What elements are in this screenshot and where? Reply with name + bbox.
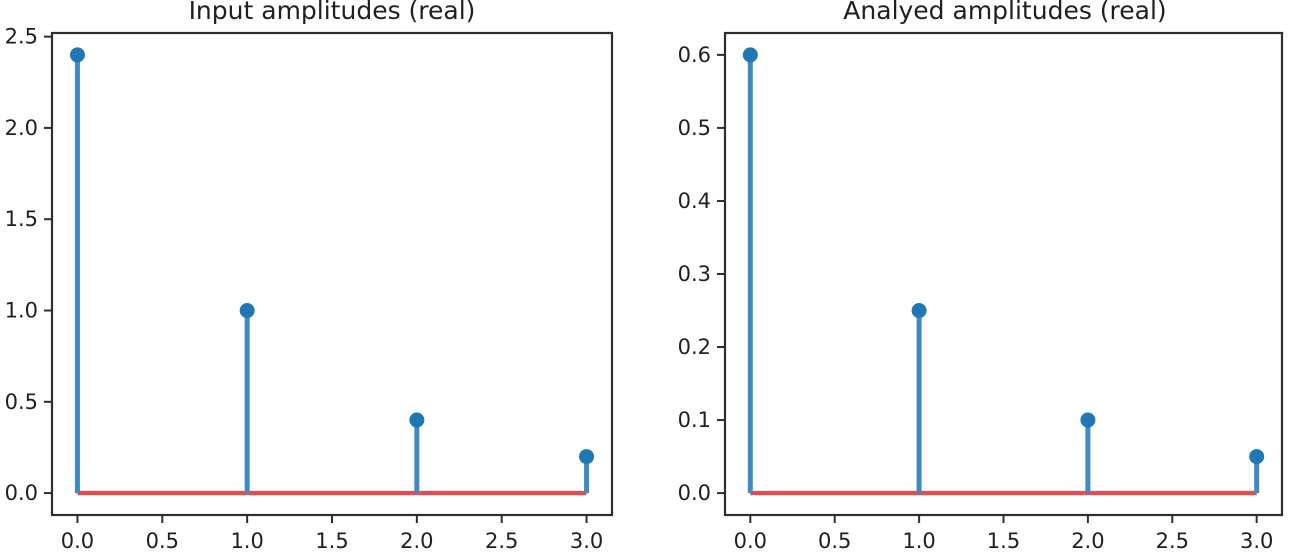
x-tick-label: 1.5 (315, 529, 348, 553)
x-tick-label: 1.0 (902, 529, 935, 553)
y-tick-label: 0.3 (678, 262, 711, 286)
y-tick-label: 0.0 (5, 481, 38, 505)
stem-marker (69, 47, 85, 63)
x-tick-label: 2.0 (400, 529, 433, 553)
x-tick-label: 0.5 (818, 529, 851, 553)
axes-spines (50, 31, 614, 517)
stem-marker (239, 303, 255, 319)
y-tick-label: 1.5 (5, 207, 38, 231)
y-tick-label: 0.0 (678, 481, 711, 505)
y-tick-label: 2.5 (5, 25, 38, 49)
y-tick-label: 2.0 (5, 116, 38, 140)
x-tick-label: 1.0 (230, 529, 263, 553)
x-tick-label: 0.0 (61, 529, 94, 553)
stem-marker (742, 47, 758, 63)
stem-marker (1249, 449, 1265, 465)
stem-marker (579, 449, 595, 465)
y-tick-label: 0.1 (678, 408, 711, 432)
y-tick-label: 0.6 (678, 43, 711, 67)
x-tick-label: 2.5 (485, 529, 518, 553)
x-tick-label: 1.5 (987, 529, 1020, 553)
y-tick-label: 0.5 (5, 390, 38, 414)
stem-marker (911, 303, 927, 319)
y-tick-label: 0.5 (678, 116, 711, 140)
axes-spines (723, 31, 1284, 517)
x-tick-label: 2.0 (1071, 529, 1104, 553)
chart-title-input: Input amplitudes (real) (188, 0, 476, 25)
y-tick-label: 0.2 (678, 335, 711, 359)
y-tick-label: 1.0 (5, 299, 38, 323)
chart-title-analyzed: Analyed amplitudes (real) (843, 0, 1167, 25)
stem-marker (1080, 412, 1096, 428)
x-tick-label: 0.5 (146, 529, 179, 553)
x-tick-label: 3.0 (1240, 529, 1273, 553)
stem-marker (409, 412, 425, 428)
x-tick-label: 2.5 (1156, 529, 1189, 553)
x-tick-label: 3.0 (570, 529, 603, 553)
x-tick-label: 0.0 (734, 529, 767, 553)
y-tick-label: 0.4 (678, 189, 711, 213)
